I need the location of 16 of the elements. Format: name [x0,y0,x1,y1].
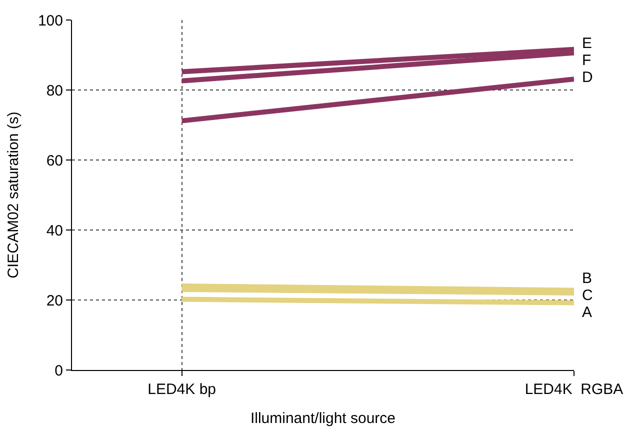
x-tick-label: LED4K bp [148,381,216,398]
series-label: C [582,287,593,304]
x-tick-label: LED4K RGBA [524,381,624,398]
series-label: E [582,35,592,52]
x-axis-title: Illuminant/light source [250,410,396,427]
y-tick-label: 20 [46,292,63,310]
y-axis-title: CIECAM02 saturation (s) [5,112,22,278]
y-tick-label: 0 [54,362,63,380]
y-tick-label: 100 [38,12,63,30]
series-label: F [582,52,592,69]
series-label: A [582,304,592,321]
series-label: D [582,69,593,86]
y-tick-label: 40 [46,222,63,240]
series-label: B [582,270,592,287]
y-tick-label: 80 [46,82,63,100]
y-tick-label: 60 [46,152,63,170]
